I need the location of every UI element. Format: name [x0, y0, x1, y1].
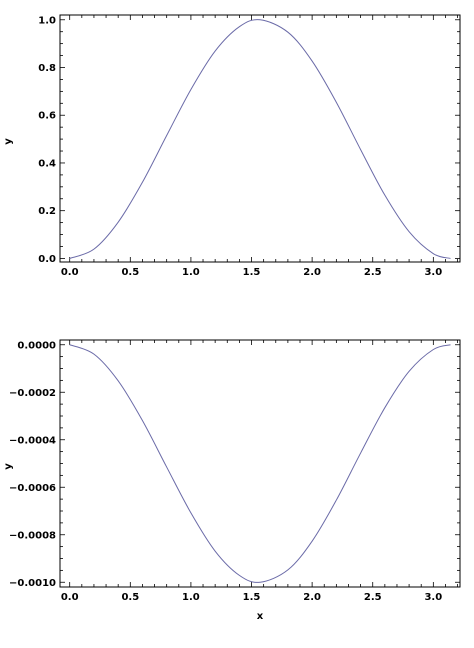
- y-axis-label: y: [3, 463, 14, 470]
- x-tick-label: 1.5: [243, 592, 261, 603]
- y-tick-label: −0.0008: [9, 530, 56, 541]
- x-axis-label: x: [257, 611, 264, 622]
- y-tick-label: 0.0000: [17, 340, 56, 351]
- y-tick-label: 0.8: [38, 63, 56, 74]
- series-line: [69, 344, 451, 583]
- y-tick-label: −0.0002: [9, 388, 56, 399]
- x-tick-label: 2.0: [303, 592, 321, 603]
- x-tick-label: 0.5: [121, 592, 139, 603]
- plot-frame: [59, 14, 461, 263]
- x-tick-label: 2.5: [364, 592, 382, 603]
- chart-panel-2: 0.0 0.5 1.0 1.5 2.0 2.5 3.0 0.0000 −0.0002 −0.000…: [3, 339, 461, 622]
- x-tick-label: 2.0: [303, 267, 321, 278]
- x-tick-label: 2.5: [364, 267, 382, 278]
- chart-panel-1: 0.0 0.5 1.0 1.5 2.0 2.5 3.0 0.0 0.2 0.4 0.6 0.8 1.0 y: [3, 14, 461, 278]
- x-tick-label: 3.0: [424, 267, 442, 278]
- y-tick-label: 1.0: [38, 15, 56, 26]
- y-tick-label: −0.0004: [9, 435, 56, 446]
- y-axis-label: y: [3, 138, 14, 145]
- y-tick-label: 0.2: [38, 206, 56, 217]
- x-tick-label: 1.0: [182, 267, 200, 278]
- plot-frame: [59, 339, 461, 588]
- y-tick-label: 0.4: [38, 158, 56, 169]
- x-tick-label: 1.5: [243, 267, 261, 278]
- y-tick-label: 0.0: [38, 254, 56, 265]
- x-tick-label: 0.0: [61, 592, 79, 603]
- y-tick-label: −0.0010: [9, 578, 56, 589]
- y-tick-label: 0.6: [38, 111, 56, 122]
- x-tick-label: 3.0: [424, 592, 442, 603]
- y-tick-label: −0.0006: [9, 483, 56, 494]
- x-tick-label: 0.5: [121, 267, 139, 278]
- x-tick-label: 0.0: [61, 267, 79, 278]
- x-tick-label: 1.0: [182, 592, 200, 603]
- series-line: [69, 19, 451, 259]
